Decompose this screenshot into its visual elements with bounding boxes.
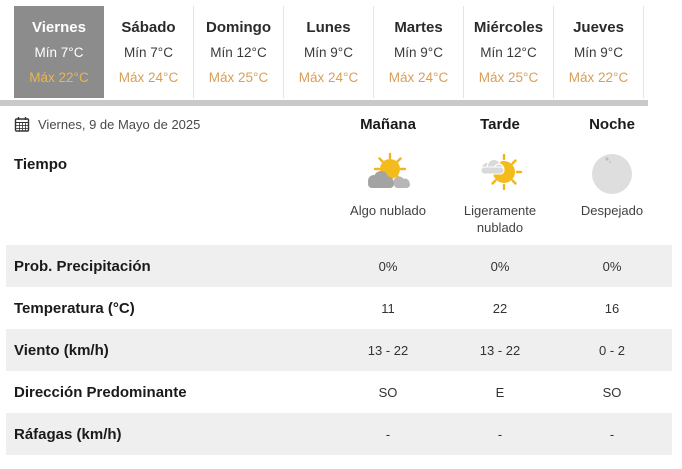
cell-value: 16	[604, 300, 620, 316]
tab-min-temp: Mín 7°C	[124, 45, 173, 60]
tab-day-label: Martes	[394, 19, 443, 36]
forecast-table: Prob. Precipitación 0% 0% 0% Temperatura…	[0, 245, 682, 455]
cell-value: 13 - 22	[479, 342, 521, 358]
tab-max-temp: Máx 22°C	[29, 70, 89, 85]
condition-label: Ligeramente nublado	[463, 203, 537, 235]
calendar-icon	[14, 117, 30, 132]
day-tabs: Viernes Mín 7°C Máx 22°C Sábado Mín 7°C …	[0, 0, 682, 98]
cell-value: 0%	[602, 258, 622, 274]
column-header-noche: Noche	[589, 115, 635, 133]
condition-label: Algo nublado	[350, 203, 426, 218]
cell-value: 0%	[378, 258, 398, 274]
row-label: Ráfagas (km/h)	[14, 425, 122, 443]
tab-day-label: Miércoles	[473, 19, 544, 36]
tab-day-label: Jueves	[573, 19, 624, 36]
cell-value: -	[385, 426, 391, 442]
cell-value: SO	[378, 384, 398, 400]
selected-date-text: Viernes, 9 de Mayo de 2025	[38, 116, 201, 132]
cell-value: -	[497, 426, 503, 442]
weather-conditions-row: Tiempo	[6, 140, 672, 245]
table-row-temperatura: Temperatura (°C) 11 22 16	[6, 287, 672, 329]
condition-manana: Algo nublado	[332, 150, 444, 219]
column-header-tarde: Tarde	[480, 115, 520, 133]
table-row-rafagas: Ráfagas (km/h) - - -	[6, 413, 672, 455]
row-label: Viento (km/h)	[14, 341, 109, 359]
date-bar: Viernes, 9 de Mayo de 2025	[6, 116, 332, 132]
tab-jueves[interactable]: Jueves Mín 9°C Máx 22°C	[554, 6, 644, 98]
condition-tarde: Ligeramente nublado	[444, 150, 556, 236]
tab-lunes[interactable]: Lunes Mín 9°C Máx 24°C	[284, 6, 374, 98]
tab-sabado[interactable]: Sábado Mín 7°C Máx 24°C	[104, 6, 194, 98]
tab-domingo[interactable]: Domingo Mín 12°C Máx 25°C	[194, 6, 284, 98]
sun-small-cloud-icon	[472, 150, 528, 198]
tab-day-label: Sábado	[121, 19, 176, 36]
tab-min-temp: Mín 7°C	[34, 45, 84, 60]
sun-behind-clouds-icon	[360, 150, 416, 198]
tabbar-scrollbar[interactable]	[0, 100, 648, 106]
condition-noche: Despejado	[556, 150, 668, 219]
row-label: Temperatura (°C)	[14, 299, 135, 317]
tab-day-label: Lunes	[306, 19, 351, 36]
cell-value: E	[495, 384, 505, 400]
cell-value: SO	[602, 384, 622, 400]
cell-value: 0 - 2	[598, 342, 625, 358]
moon-clear-icon	[584, 150, 640, 198]
tab-day-label: Domingo	[206, 19, 271, 36]
tab-max-temp: Máx 22°C	[568, 70, 629, 85]
tab-miercoles[interactable]: Miércoles Mín 12°C Máx 25°C	[464, 6, 554, 98]
cell-value: 22	[492, 300, 508, 316]
tab-max-temp: Máx 25°C	[478, 70, 539, 85]
tab-min-temp: Mín 12°C	[210, 45, 267, 60]
tab-max-temp: Máx 24°C	[298, 70, 359, 85]
cell-value: -	[609, 426, 615, 442]
condition-label: Despejado	[580, 203, 644, 218]
tab-max-temp: Máx 25°C	[208, 70, 269, 85]
row-label: Prob. Precipitación	[14, 257, 151, 275]
cell-value: 11	[381, 300, 395, 316]
tab-max-temp: Máx 24°C	[388, 70, 449, 85]
table-row-precipitacion: Prob. Precipitación 0% 0% 0%	[6, 245, 672, 287]
column-header-manana: Mañana	[360, 115, 416, 133]
cell-value: 13 - 22	[367, 342, 409, 358]
table-row-viento: Viento (km/h) 13 - 22 13 - 22 0 - 2	[6, 329, 672, 371]
cell-value: 0%	[490, 258, 510, 274]
tab-min-temp: Mín 12°C	[480, 45, 537, 60]
row-label: Dirección Predominante	[14, 383, 187, 401]
tab-min-temp: Mín 9°C	[574, 45, 623, 60]
row-label-tiempo: Tiempo	[14, 156, 68, 173]
tab-max-temp: Máx 24°C	[118, 70, 179, 85]
tab-min-temp: Mín 9°C	[394, 45, 443, 60]
tab-min-temp: Mín 9°C	[304, 45, 353, 60]
table-header: Viernes, 9 de Mayo de 2025 Mañana Tarde …	[6, 108, 672, 140]
tab-day-label: Viernes	[32, 19, 86, 36]
tab-viernes[interactable]: Viernes Mín 7°C Máx 22°C	[14, 6, 104, 98]
tab-martes[interactable]: Martes Mín 9°C Máx 24°C	[374, 6, 464, 98]
table-row-direccion: Dirección Predominante SO E SO	[6, 371, 672, 413]
